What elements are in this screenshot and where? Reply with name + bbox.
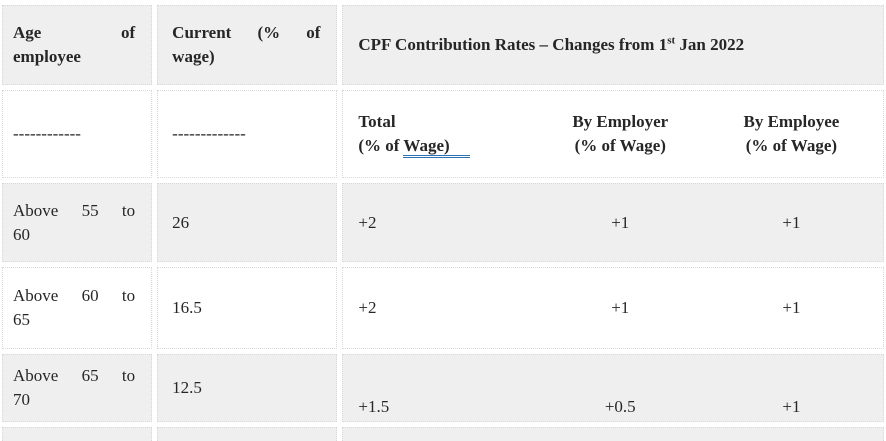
subheader-total-line1: Total: [358, 112, 396, 131]
table-header-row: Age of employee Current (% of wage) CPF Con…: [2, 5, 884, 85]
cpf-title-prefix: CPF Contribution Rates – Changes from 1: [358, 35, 668, 54]
subheader-employer-line1: By Employer: [572, 112, 669, 131]
changes-cell: +2 +1 +1: [342, 267, 884, 349]
table-row-60-65: Above 60 to 65 16.5 +2 +1 +1: [2, 267, 884, 349]
header-age-line1: Age of: [13, 23, 136, 42]
employer-change-value: +1: [611, 212, 630, 232]
current-dashes: -------------: [172, 124, 246, 143]
cpf-title-suffix: Jan 2022: [675, 35, 745, 54]
subheader-by-employee: By Employee (% of Wage): [706, 110, 877, 158]
header-current-line1: Current (% of: [172, 23, 321, 42]
subheader-cell-current-dashes: -------------: [157, 90, 338, 178]
employee-change-value: +1: [782, 397, 801, 416]
subheader-cell-age-dashes: ------------: [2, 90, 153, 178]
changes-cell: +2 +1 +1: [342, 183, 884, 262]
table-row-partial: [2, 427, 884, 441]
current-rate-cell: 12.5: [157, 354, 338, 422]
subheader-cell-rate-columns: Total (% of Wage) By Employer (% of Wage…: [342, 90, 884, 178]
cpf-title-superscript: st: [667, 34, 676, 47]
age-cell: Above 60 to 65: [2, 267, 153, 349]
current-rate-cell: 26: [157, 183, 338, 262]
cpf-title: CPF Contribution Rates – Changes from 1s…: [358, 33, 877, 57]
age-line1: Above 55 to: [13, 200, 136, 220]
subheader-total-line2: (% of Wage): [358, 134, 534, 158]
age-cell: Above 65 to 70: [2, 354, 153, 422]
current-rate-value: 12.5: [172, 378, 202, 397]
changes-cell: +1.5 +0.5 +1: [342, 354, 884, 422]
subheader-employee-line1: By Employee: [743, 112, 840, 131]
age-line2: 70: [13, 390, 30, 409]
header-cell-age: Age of employee: [2, 5, 153, 85]
changes-cell: [342, 427, 884, 441]
header-cell-cpf-title: CPF Contribution Rates – Changes from 1s…: [342, 5, 884, 85]
current-rate-value: 16.5: [172, 298, 202, 317]
header-current-line2: wage): [172, 47, 215, 66]
subheader-by-employer: By Employer (% of Wage): [535, 110, 706, 158]
employee-change-value: +1: [782, 298, 801, 317]
subheader-total-line2-prefix: (% of: [358, 136, 404, 155]
total-change-value: +1.5: [358, 397, 390, 416]
table-row-55-60: Above 55 to 60 26 +2 +1 +1: [2, 183, 884, 262]
current-rate-value: 26: [172, 212, 190, 232]
header-cell-current: Current (% of wage): [157, 5, 338, 85]
age-line1: Above 60 to: [13, 286, 136, 305]
current-rate-cell: 16.5: [157, 267, 338, 349]
total-change-value: +2: [358, 298, 377, 317]
age-cell: [2, 427, 153, 441]
employee-change-value: +1: [782, 212, 801, 232]
subheader-total-line2-underlined: Wage): [403, 136, 470, 158]
table-subheader-row: ------------ ------------- Total (% of W…: [2, 90, 884, 178]
age-line2: 65: [13, 310, 30, 329]
age-line1: Above 65 to: [13, 366, 136, 385]
subheader-employee-line2: (% of Wage): [745, 136, 838, 155]
subheader-total: Total (% of Wage): [358, 110, 534, 158]
table-row-65-70: Above 65 to 70 12.5 +1.5 +0.5 +1: [2, 354, 884, 422]
employer-change-value: +0.5: [604, 397, 636, 416]
current-rate-cell: [157, 427, 338, 441]
header-age-line2: employee: [13, 47, 81, 66]
age-cell: Above 55 to 60: [2, 183, 153, 262]
employer-change-value: +1: [611, 298, 630, 317]
subheader-employer-line2: (% of Wage): [574, 136, 666, 155]
age-line2: 60: [13, 224, 30, 244]
age-dashes: ------------: [13, 124, 81, 143]
total-change-value: +2: [358, 212, 377, 232]
